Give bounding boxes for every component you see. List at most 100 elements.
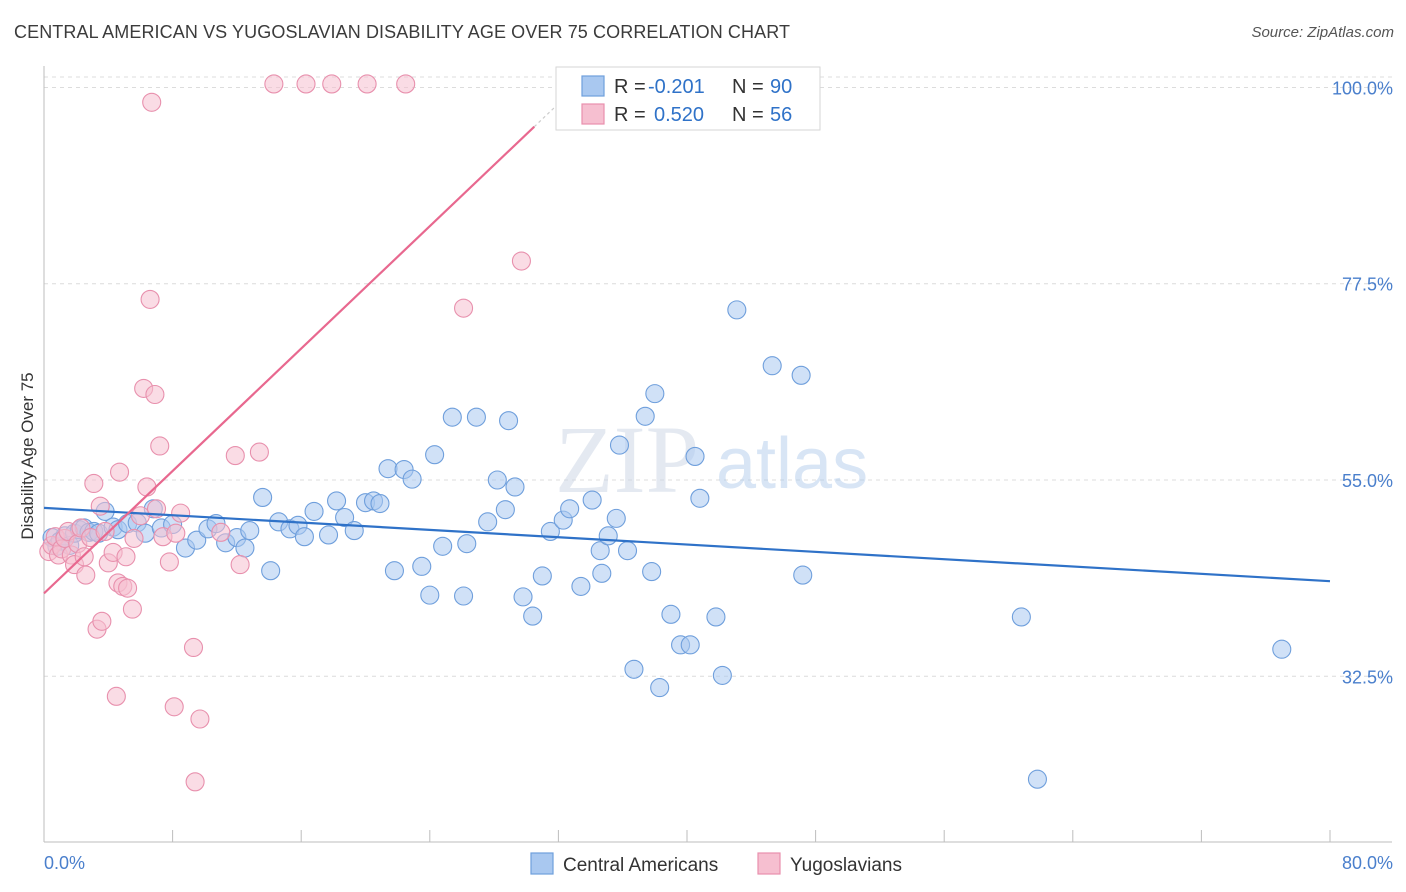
data-point-central-americans [327,491,347,511]
data-point-central-americans [582,490,602,510]
x-tick-label-min: 0.0% [44,853,85,873]
data-point-yugoslavians [110,462,130,482]
legend-n-label-2: N = [732,104,764,126]
data-point-central-americans [335,507,355,528]
data-point-central-americans [240,521,260,541]
data-point-yugoslavians [137,477,157,497]
data-point-yugoslavians [296,74,316,94]
data-point-central-americans [650,678,670,698]
data-point-yugoslavians [249,442,269,462]
data-point-yugoslavians [142,92,162,112]
x-tick-label-max: 80.0% [1342,853,1393,873]
y-tick-label: 32.5% [1342,667,1393,687]
source-credit: Source: ZipAtlas.com [1251,24,1394,41]
data-point-central-americans [1272,639,1292,659]
y-axis-label: Disability Age Over 75 [18,372,37,539]
data-point-central-americans [642,562,662,582]
data-point-central-americans [513,587,533,607]
data-point-central-americans [253,487,273,507]
gridlines [44,76,1392,677]
legend-n-value-2: 56 [770,104,792,126]
data-point-yugoslavians [185,772,205,792]
data-point-central-americans [727,300,747,320]
data-point-yugoslavians [95,521,115,542]
data-point-yugoslavians [230,555,250,575]
data-point-central-americans [712,665,732,685]
data-point-central-americans [425,445,445,465]
data-point-yugoslavians [159,552,179,572]
watermark-zip: ZIP [555,406,699,513]
data-point-yugoslavians [76,565,96,585]
legend-swatch-pink [581,103,605,125]
data-point-central-americans [606,508,626,528]
data-point-central-americans [793,565,813,585]
data-point-yugoslavians [150,436,170,456]
data-point-yugoslavians [211,522,231,542]
data-point-yugoslavians [264,74,284,94]
data-point-yugoslavians [225,446,245,466]
data-point-yugoslavians [357,74,377,94]
data-point-central-americans [560,499,580,519]
data-point-central-americans [318,525,339,545]
bottom-legend-swatch-blue [530,852,554,875]
data-point-central-americans [187,530,207,550]
data-point-central-americans [590,541,610,561]
data-point-central-americans [454,586,474,606]
series-legend: Central Americans Yugoslavians [530,852,902,876]
stats-legend: R = -0.201 N = 90 R = 0.520 N = 56 [555,66,821,131]
data-point-central-americans [1011,607,1031,627]
watermark-atlas: atlas [716,424,868,504]
data-point-central-americans [645,384,665,404]
trend-line-central-americans [43,506,1331,583]
data-point-central-americans [1027,769,1047,789]
bottom-legend-label-yugoslavians: Yugoslavians [790,855,902,876]
legend-swatch-blue [581,75,605,97]
data-point-yugoslavians [118,578,138,598]
data-point-central-americans [523,606,543,626]
legend-r-label-1: R = [614,76,646,98]
data-point-central-americans [294,527,314,547]
y-tick-label: 55.0% [1342,471,1393,491]
data-point-yugoslavians [124,528,144,548]
data-point-yugoslavians [183,637,204,658]
data-point-central-americans [420,585,440,605]
data-point-central-americans [592,563,612,583]
data-point-central-americans [499,411,519,431]
data-point-yugoslavians [164,697,184,717]
data-point-central-americans [706,607,726,627]
series-yugoslavians [39,74,531,792]
legend-n-label-1: N = [732,76,764,98]
data-point-central-americans [495,500,515,520]
data-point-yugoslavians [106,686,126,706]
data-point-central-americans [505,477,525,497]
data-point-yugoslavians [454,298,474,318]
data-point-central-americans [487,470,507,490]
series-central-americans [42,300,1292,789]
bottom-legend-swatch-pink [757,852,781,875]
data-point-yugoslavians [190,709,210,729]
data-point-yugoslavians [322,74,342,94]
data-point-yugoslavians [396,74,416,94]
data-point-yugoslavians [92,611,112,631]
data-point-yugoslavians [140,289,160,309]
trend-line-yugoslavians [43,125,536,595]
watermark: ZIP atlas [555,406,868,513]
data-point-central-americans [661,604,681,624]
data-point-central-americans [685,446,705,466]
data-point-central-americans [402,469,422,489]
axes [43,66,1392,843]
data-point-central-americans [635,406,655,426]
data-point-central-americans [304,501,324,521]
data-point-central-americans [384,561,404,581]
data-point-central-americans [261,561,281,581]
data-point-yugoslavians [122,599,142,619]
data-point-yugoslavians [130,506,150,526]
data-point-central-americans [791,365,811,385]
data-point-central-americans [370,493,390,514]
trend-lines [43,91,1331,595]
data-point-central-americans [571,576,591,596]
data-point-central-americans [598,526,618,546]
data-point-yugoslavians [171,503,191,523]
data-point-central-americans [624,659,644,679]
